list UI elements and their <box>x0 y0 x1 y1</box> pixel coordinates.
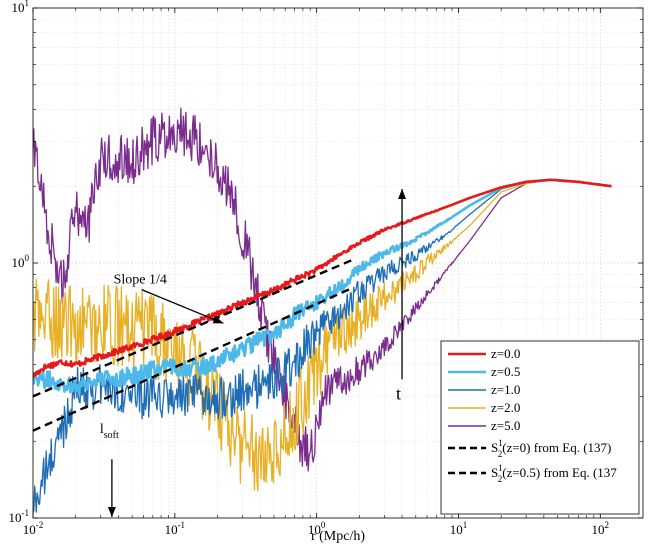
legend-label: z=2.0 <box>491 400 520 415</box>
tick-label: 102 <box>592 520 610 537</box>
legend-label: z=0.0 <box>491 346 520 361</box>
slope-label: Slope 1/4 <box>114 273 167 288</box>
legend-item: S1 2(z=0.5) from Eq. (137 <box>448 463 617 484</box>
t-label: t <box>396 383 401 403</box>
tick-label: 101 <box>450 520 468 537</box>
tick-label: 100 <box>12 253 30 270</box>
slope-arrow-shaft <box>141 289 224 324</box>
legend-label: S1 2(z=0.5) from Eq. (137 <box>491 463 617 484</box>
t-arrow-head <box>398 189 407 200</box>
slope-arrow <box>141 289 224 324</box>
fit-lines <box>33 258 354 432</box>
tick-label: 10-2 <box>23 520 44 537</box>
legend-item: z=2.0 <box>448 400 520 415</box>
legend-label: z=0.5 <box>491 364 520 379</box>
series-line-z-5-0 <box>33 107 612 472</box>
legend-box <box>440 340 640 515</box>
legend-label: S1 2(z=0) from Eq. (137) <box>491 438 611 459</box>
legend: z=0.0 z=0.5 z=1.0 z=2.0 z=5.0 S1 2(z=0) from E… <box>440 340 640 515</box>
tick-label: 100 <box>308 520 326 537</box>
l-soft-arrow <box>107 459 116 517</box>
legend-item: z=5.0 <box>448 418 520 433</box>
l-soft-arrow-head <box>107 507 116 517</box>
x-axis-label: r (Mpc/h) <box>311 529 365 544</box>
t-arrow <box>398 189 407 380</box>
annotations: Slope 1/4 t lsoft <box>100 189 407 517</box>
tick-label: 10-1 <box>9 508 30 525</box>
legend-item: z=0.0 <box>448 346 520 361</box>
tick-label: 101 <box>12 0 30 15</box>
series-line-z-0-0 <box>33 178 612 378</box>
legend-item: S1 2(z=0) from Eq. (137) <box>448 438 611 459</box>
fit-line-1 <box>33 258 354 398</box>
slope-arrow-head <box>212 315 224 324</box>
l-soft-label: lsoft <box>100 422 119 441</box>
legend-items: z=0.0 z=0.5 z=1.0 z=2.0 z=5.0 S1 2(z=0) from E… <box>448 346 617 484</box>
legend-label: z=1.0 <box>491 382 520 397</box>
legend-item: z=0.5 <box>448 364 520 379</box>
legend-label: z=5.0 <box>491 418 520 433</box>
fit-line-2 <box>33 286 354 432</box>
legend-item: z=1.0 <box>448 382 520 397</box>
tick-label: 10-1 <box>165 520 186 537</box>
